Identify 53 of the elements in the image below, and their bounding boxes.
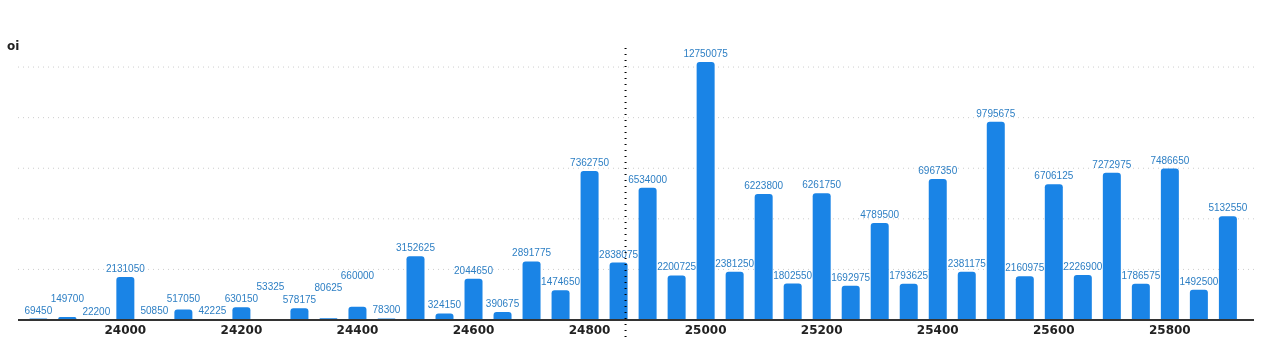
x-tick-label: 25400 — [916, 323, 959, 337]
data-label: 53325 — [256, 281, 285, 293]
data-label: 630150 — [224, 293, 259, 305]
x-tick-label: 25800 — [1148, 323, 1191, 337]
data-label: 2044650 — [454, 264, 494, 276]
data-label: 2891775 — [512, 247, 552, 259]
data-label: 7272975 — [1092, 158, 1132, 170]
data-label: 5132550 — [1208, 202, 1248, 214]
x-tick-label: 24200 — [220, 323, 263, 337]
x-tick-label: 25200 — [800, 323, 843, 337]
data-label: 2160975 — [1005, 262, 1045, 274]
data-label: 149700 — [50, 292, 85, 304]
x-tick-label: 24800 — [568, 323, 611, 337]
y-axis-title: oi — [7, 39, 20, 53]
data-label: 2226900 — [1063, 260, 1103, 272]
data-label: 6223800 — [744, 180, 784, 192]
data-label: 660000 — [340, 270, 375, 282]
data-label: 78300 — [372, 304, 401, 316]
data-label: 6967350 — [918, 165, 958, 177]
x-tick-label: 25600 — [1032, 323, 1075, 337]
data-label: 324150 — [427, 299, 462, 311]
data-label: 6706125 — [1034, 170, 1074, 182]
x-tick-label: 24000 — [104, 323, 147, 337]
data-label: 1492500 — [1179, 275, 1219, 287]
data-label: 12750075 — [683, 48, 729, 59]
x-tick-label: 24400 — [336, 323, 379, 337]
data-label: 3152625 — [396, 242, 436, 254]
data-label: 42225 — [198, 305, 227, 317]
data-label: 1802550 — [773, 269, 813, 281]
data-label: 1692975 — [831, 271, 871, 283]
data-label: 22200 — [82, 305, 111, 317]
data-label: 517050 — [166, 292, 201, 304]
data-label: 2381175 — [947, 257, 987, 269]
data-label: 1474650 — [541, 276, 581, 288]
data-label: 578175 — [282, 294, 317, 306]
data-label: 2131050 — [105, 262, 146, 274]
data-label: 1786575 — [1121, 269, 1161, 281]
data-label: 1793625 — [889, 269, 929, 281]
data-label: 7486650 — [1150, 154, 1190, 166]
data-label: 2381250 — [715, 257, 755, 269]
data-label: 6534000 — [628, 173, 668, 185]
data-label: 390675 — [485, 298, 520, 310]
data-label: 50850 — [140, 304, 169, 316]
data-label: 9795675 — [976, 107, 1016, 119]
data-label: 4789500 — [860, 209, 900, 221]
x-tick-label: 25000 — [684, 323, 727, 337]
data-label: 69450 — [24, 304, 53, 316]
data-label: 6261750 — [802, 179, 842, 191]
data-label: 7362750 — [570, 157, 610, 169]
data-label: 2838075 — [599, 248, 639, 260]
data-label: 2200725 — [657, 261, 697, 273]
x-tick-label: 24600 — [452, 323, 495, 337]
data-label: 80625 — [314, 282, 343, 294]
